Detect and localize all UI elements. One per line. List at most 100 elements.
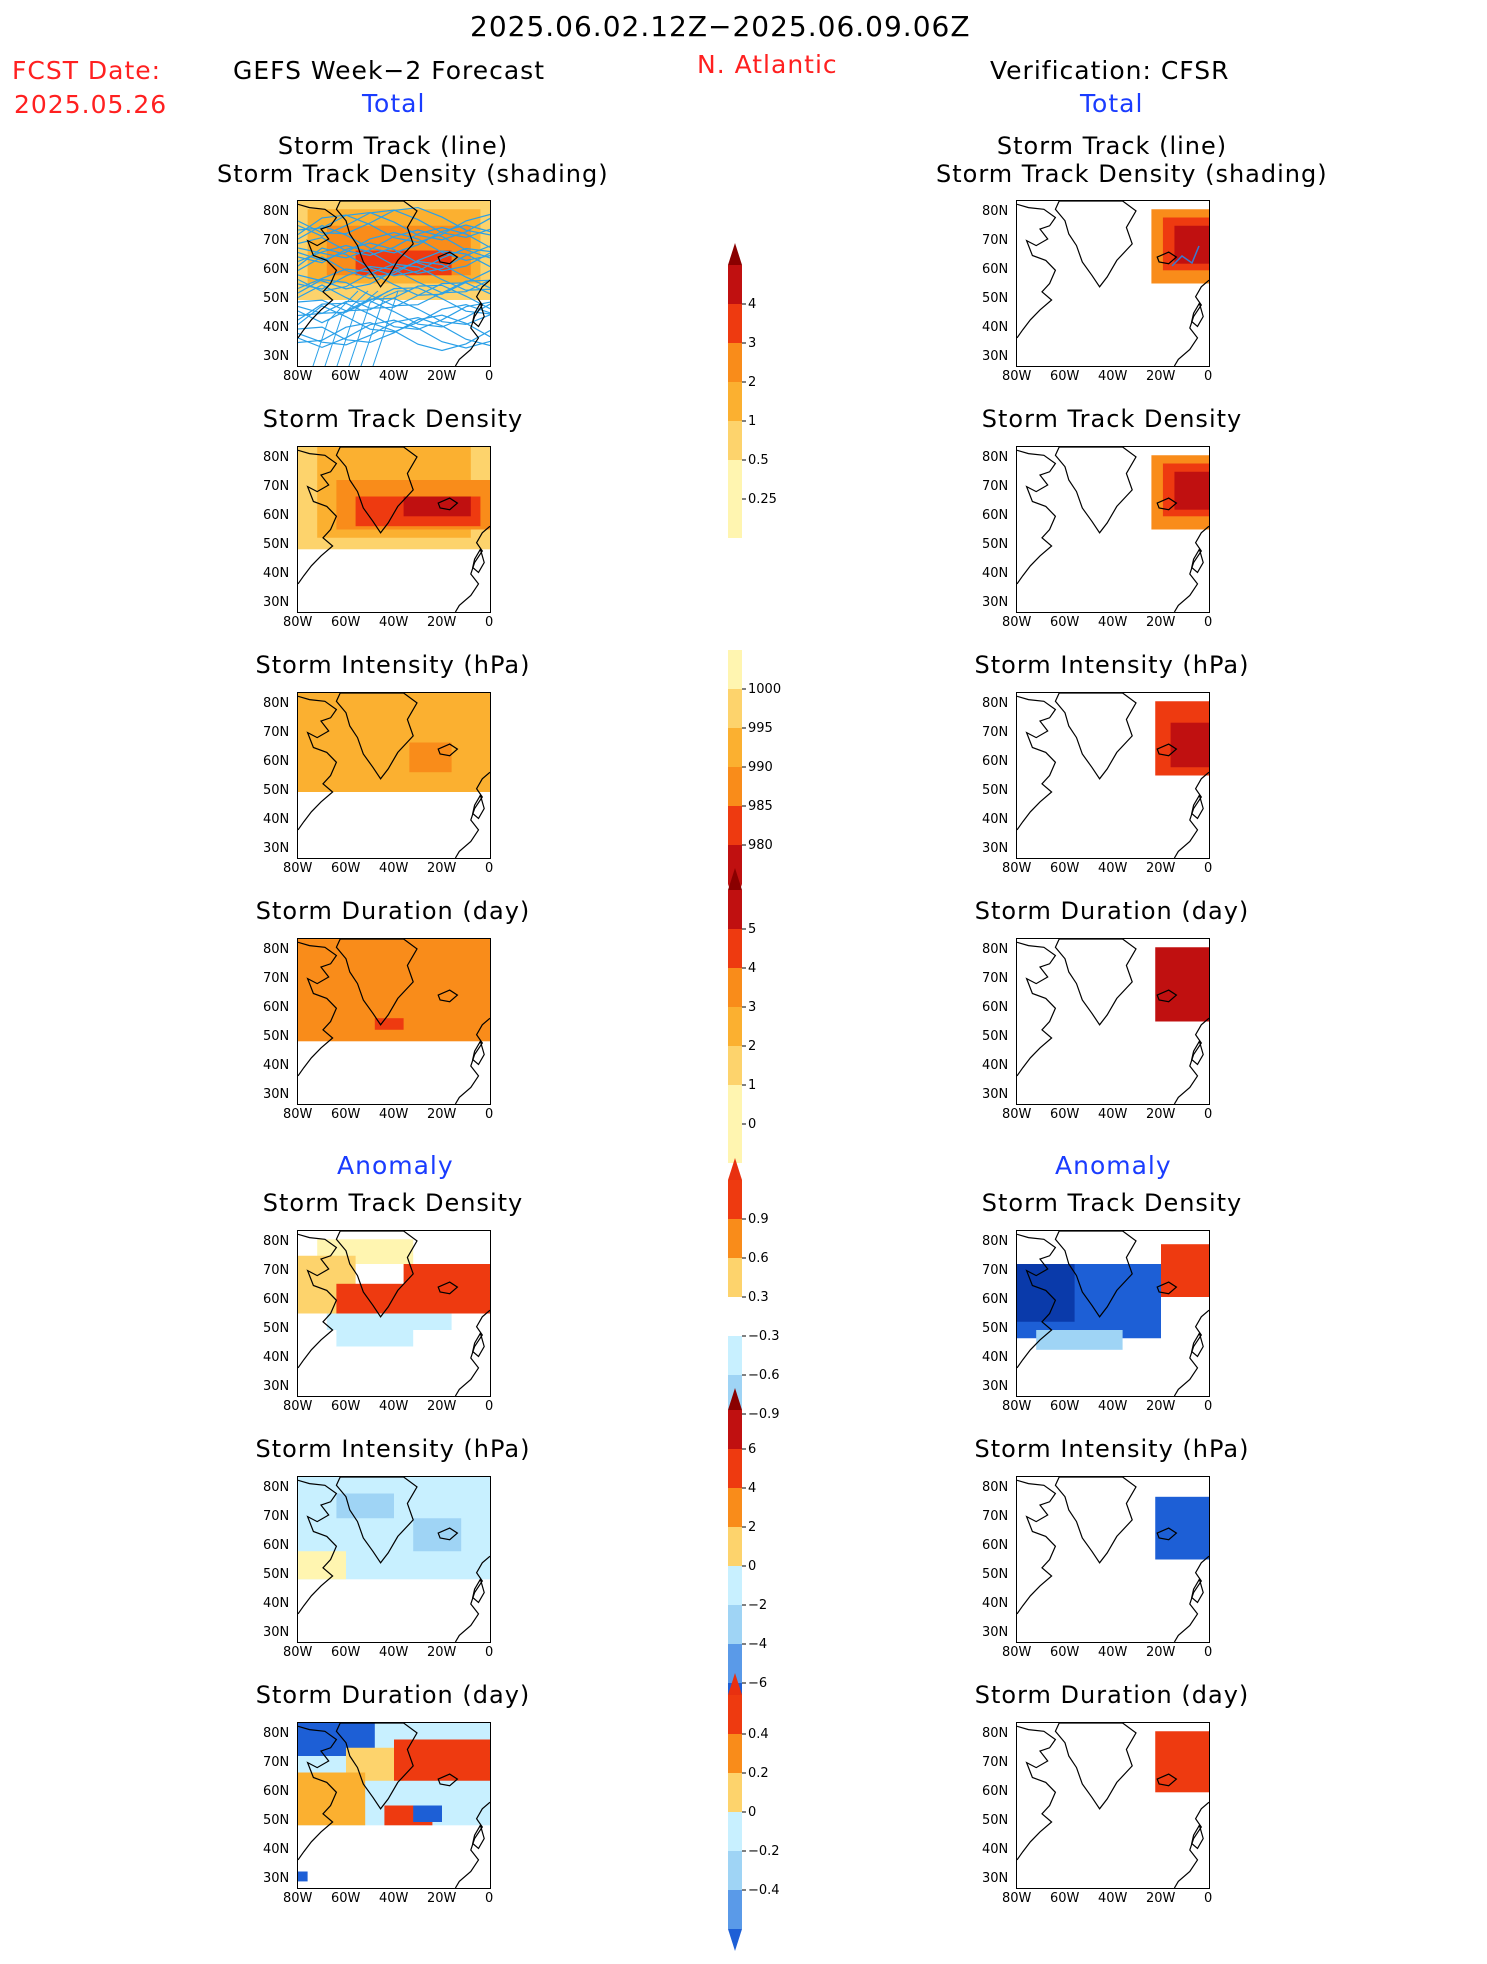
y-tick-label: 70N (263, 479, 290, 494)
colorbar-segment (728, 1773, 742, 1812)
y-tick-label: 40N (263, 320, 290, 335)
coastline (472, 1577, 485, 1604)
x-tick-label: 60W (1050, 369, 1080, 384)
y-tick-label: 60N (982, 1292, 1009, 1307)
map-panel (297, 938, 491, 1105)
x-tick-label: 20W (1146, 1645, 1176, 1660)
x-tick-label: 0 (485, 1891, 494, 1906)
coastline (335, 939, 418, 1026)
x-tick-label: 80W (283, 1399, 313, 1414)
panel-title-line2: Storm Track Density (shading) (217, 160, 609, 188)
y-tick-label: 40N (982, 320, 1009, 335)
colorbar-segment (728, 1488, 742, 1527)
panel-title-line1: Storm Track (line) (996, 132, 1228, 160)
coastline (472, 1331, 485, 1358)
shade-cell (326, 1313, 452, 1330)
storm-track-line (298, 268, 490, 296)
date-range-title: 2025.06.02.12Z−2025.06.09.06Z (470, 10, 971, 43)
coastline (335, 693, 418, 780)
y-tick-label: 50N (263, 537, 290, 552)
y-tick-label: 40N (982, 566, 1009, 581)
coastline (437, 251, 459, 265)
colorbar-top-arrow (728, 1158, 742, 1180)
y-tick-label: 30N (982, 1087, 1009, 1102)
coastline (1017, 1479, 1057, 1615)
y-tick-label: 60N (263, 1292, 290, 1307)
colorbar-segment (728, 304, 742, 343)
storm-track-line (336, 290, 379, 366)
y-tick-label: 60N (982, 1784, 1009, 1799)
shade-cell (298, 1772, 366, 1826)
map-panel (1016, 200, 1210, 367)
coastline (1054, 447, 1137, 534)
y-tick-label: 40N (982, 1350, 1009, 1365)
map-svg (298, 1231, 490, 1396)
colorbar-label: −0.2 (748, 1844, 780, 1859)
x-tick-label: 60W (331, 1107, 361, 1122)
colorbar-label: 5 (748, 922, 756, 937)
coastline (335, 1231, 418, 1318)
colorbar-top-arrow (728, 243, 742, 265)
y-tick-label: 80N (982, 942, 1009, 957)
colorbar-segment (728, 1180, 742, 1219)
forecast-title: GEFS Week−2 Forecast (233, 56, 546, 85)
y-tick-label: 70N (263, 725, 290, 740)
coastline (1191, 1331, 1204, 1358)
anomaly-label-right: Anomaly (1055, 1151, 1172, 1180)
colorbar-segment (728, 1734, 742, 1773)
coastline (298, 1725, 338, 1861)
shade-cell (374, 1018, 404, 1030)
y-tick-label: 40N (263, 1596, 290, 1611)
x-tick-label: 80W (1002, 369, 1032, 384)
x-tick-label: 40W (379, 1107, 409, 1122)
storm-track-line (298, 314, 490, 344)
colorbar-label: 0.6 (748, 1251, 769, 1266)
map-panel (1016, 1476, 1210, 1643)
coastline (1173, 771, 1209, 858)
x-tick-label: 60W (331, 615, 361, 630)
shade-cell (1155, 947, 1209, 1022)
colorbar-label: 4 (748, 961, 756, 976)
x-tick-label: 20W (427, 1645, 457, 1660)
anomaly-label-left: Anomaly (337, 1151, 454, 1180)
storm-track-line (298, 287, 490, 315)
colorbar-track-density-total: 4 3 2 1 0.5 0.25 (728, 243, 777, 538)
shade-cell (1155, 1496, 1209, 1560)
shade-cell (336, 1330, 414, 1347)
coastline (1156, 1773, 1178, 1787)
coastline (1156, 1281, 1178, 1295)
x-tick-label: 20W (427, 861, 457, 876)
panel-title: Storm Track Density (262, 405, 524, 433)
y-tick-label: 30N (263, 1087, 290, 1102)
coastline (437, 1773, 459, 1787)
y-tick-label: 40N (982, 1058, 1009, 1073)
coastline (472, 793, 485, 820)
x-tick-label: 60W (331, 1645, 361, 1660)
x-tick-label: 40W (379, 861, 409, 876)
storm-track-line (298, 250, 490, 279)
x-tick-label: 0 (1204, 369, 1213, 384)
x-tick-label: 0 (485, 1107, 494, 1122)
x-tick-label: 0 (485, 861, 494, 876)
y-tick-label: 30N (263, 349, 290, 364)
x-tick-label: 0 (485, 1399, 494, 1414)
coastline (1017, 1233, 1057, 1369)
coastline (298, 449, 338, 585)
colorbar-label: 0 (748, 1559, 756, 1574)
y-tick-label: 80N (982, 1480, 1009, 1495)
coastline (335, 1723, 418, 1810)
shade-cell (336, 1493, 394, 1519)
y-tick-label: 60N (982, 754, 1009, 769)
map-svg (1017, 447, 1209, 612)
coastline (1156, 743, 1178, 757)
x-tick-label: 60W (1050, 1399, 1080, 1414)
x-tick-label: 80W (283, 615, 313, 630)
map-panel (297, 446, 491, 613)
colorbar-segment (728, 1695, 742, 1734)
x-tick-label: 20W (1146, 1891, 1176, 1906)
panel-title-line1: Storm Track (line) (277, 132, 509, 160)
colorbar-label: 3 (748, 1000, 756, 1015)
y-tick-label: 30N (263, 1871, 290, 1886)
region-label: N. Atlantic (697, 50, 838, 79)
y-tick-label: 60N (263, 508, 290, 523)
